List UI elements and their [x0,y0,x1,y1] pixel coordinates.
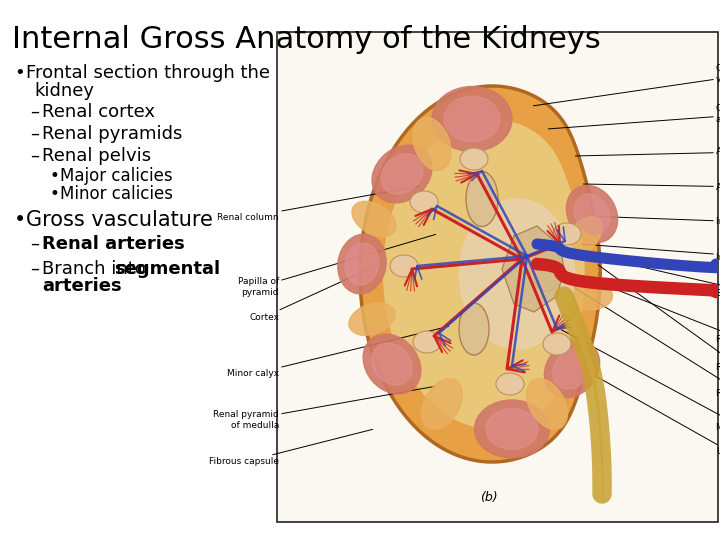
Bar [277,32,718,522]
Polygon shape [360,86,600,462]
Text: (b): (b) [480,491,498,504]
Text: Fibrous capsule: Fibrous capsule [209,429,373,467]
Ellipse shape [544,340,600,397]
Text: Renal pyramids: Renal pyramids [42,125,182,143]
Ellipse shape [459,199,575,349]
Text: Renal vein: Renal vein [598,265,720,372]
Ellipse shape [381,154,423,194]
Text: arteries: arteries [42,277,122,295]
Text: –: – [30,103,39,121]
Text: Segmental arteries: Segmental arteries [595,256,720,299]
Ellipse shape [543,333,571,355]
Ellipse shape [421,379,462,429]
Text: Branch into: Branch into [42,260,151,278]
Ellipse shape [413,118,451,171]
Ellipse shape [372,343,413,385]
Text: Major calyx: Major calyx [561,329,720,431]
Ellipse shape [553,349,591,389]
Ellipse shape [553,223,581,245]
Text: Renal pelvis: Renal pelvis [573,287,720,399]
Text: kidney: kidney [34,82,94,100]
Text: Renal arteries: Renal arteries [42,235,185,253]
Text: –: – [30,125,39,143]
Text: •: • [14,64,24,82]
Ellipse shape [533,246,561,292]
Ellipse shape [574,194,610,234]
Ellipse shape [567,185,618,242]
Text: –: – [30,260,39,278]
Text: Cortical radiate
vein: Cortical radiate vein [534,64,720,106]
Text: •: • [50,185,60,203]
Text: •: • [50,167,60,185]
Text: Interlobar artery: Interlobar artery [581,244,720,261]
Ellipse shape [567,282,613,310]
Text: Renal artery: Renal artery [598,282,720,345]
Ellipse shape [345,243,379,285]
Ellipse shape [566,217,602,255]
Text: segmental: segmental [114,260,220,278]
Ellipse shape [410,191,438,213]
Text: –: – [30,235,39,253]
Text: Cortex: Cortex [249,265,379,321]
Ellipse shape [460,148,488,170]
Ellipse shape [496,373,524,395]
Ellipse shape [390,255,418,277]
Text: Frontal section through the: Frontal section through the [26,64,270,82]
Ellipse shape [526,379,567,429]
Ellipse shape [349,303,395,335]
Ellipse shape [372,145,432,203]
Text: Minor calicies: Minor calicies [60,185,173,203]
Polygon shape [384,120,584,428]
Text: •: • [14,210,26,230]
Text: Minor calyx: Minor calyx [227,326,449,379]
Text: Renal pyramid
of medulla: Renal pyramid of medulla [213,386,436,430]
Text: Gross vasculature: Gross vasculature [26,210,213,230]
Text: Internal Gross Anatomy of the Kidneys: Internal Gross Anatomy of the Kidneys [12,25,600,54]
Text: Major calicies: Major calicies [60,167,173,185]
Ellipse shape [444,96,500,141]
Ellipse shape [486,409,539,449]
Ellipse shape [459,303,489,355]
Text: Arcuate vein: Arcuate vein [575,147,720,157]
Ellipse shape [474,400,549,458]
Text: –: – [30,147,39,165]
Ellipse shape [338,234,386,294]
Ellipse shape [432,86,512,152]
Ellipse shape [413,331,441,353]
Text: Renal pelvis: Renal pelvis [42,147,151,165]
Text: Papilla of
pyramid: Papilla of pyramid [238,234,436,296]
Text: Arcuate artery: Arcuate artery [583,183,720,192]
Ellipse shape [363,334,421,394]
Ellipse shape [352,201,396,237]
Ellipse shape [466,172,498,226]
Text: Renal column: Renal column [217,186,418,221]
Text: Renal cortex: Renal cortex [42,103,155,121]
Text: Interlobar vein: Interlobar vein [585,216,720,226]
Polygon shape [502,226,564,312]
Text: Cortical radiate
artery: Cortical radiate artery [549,104,720,129]
Text: Ureter: Ureter [593,375,720,456]
